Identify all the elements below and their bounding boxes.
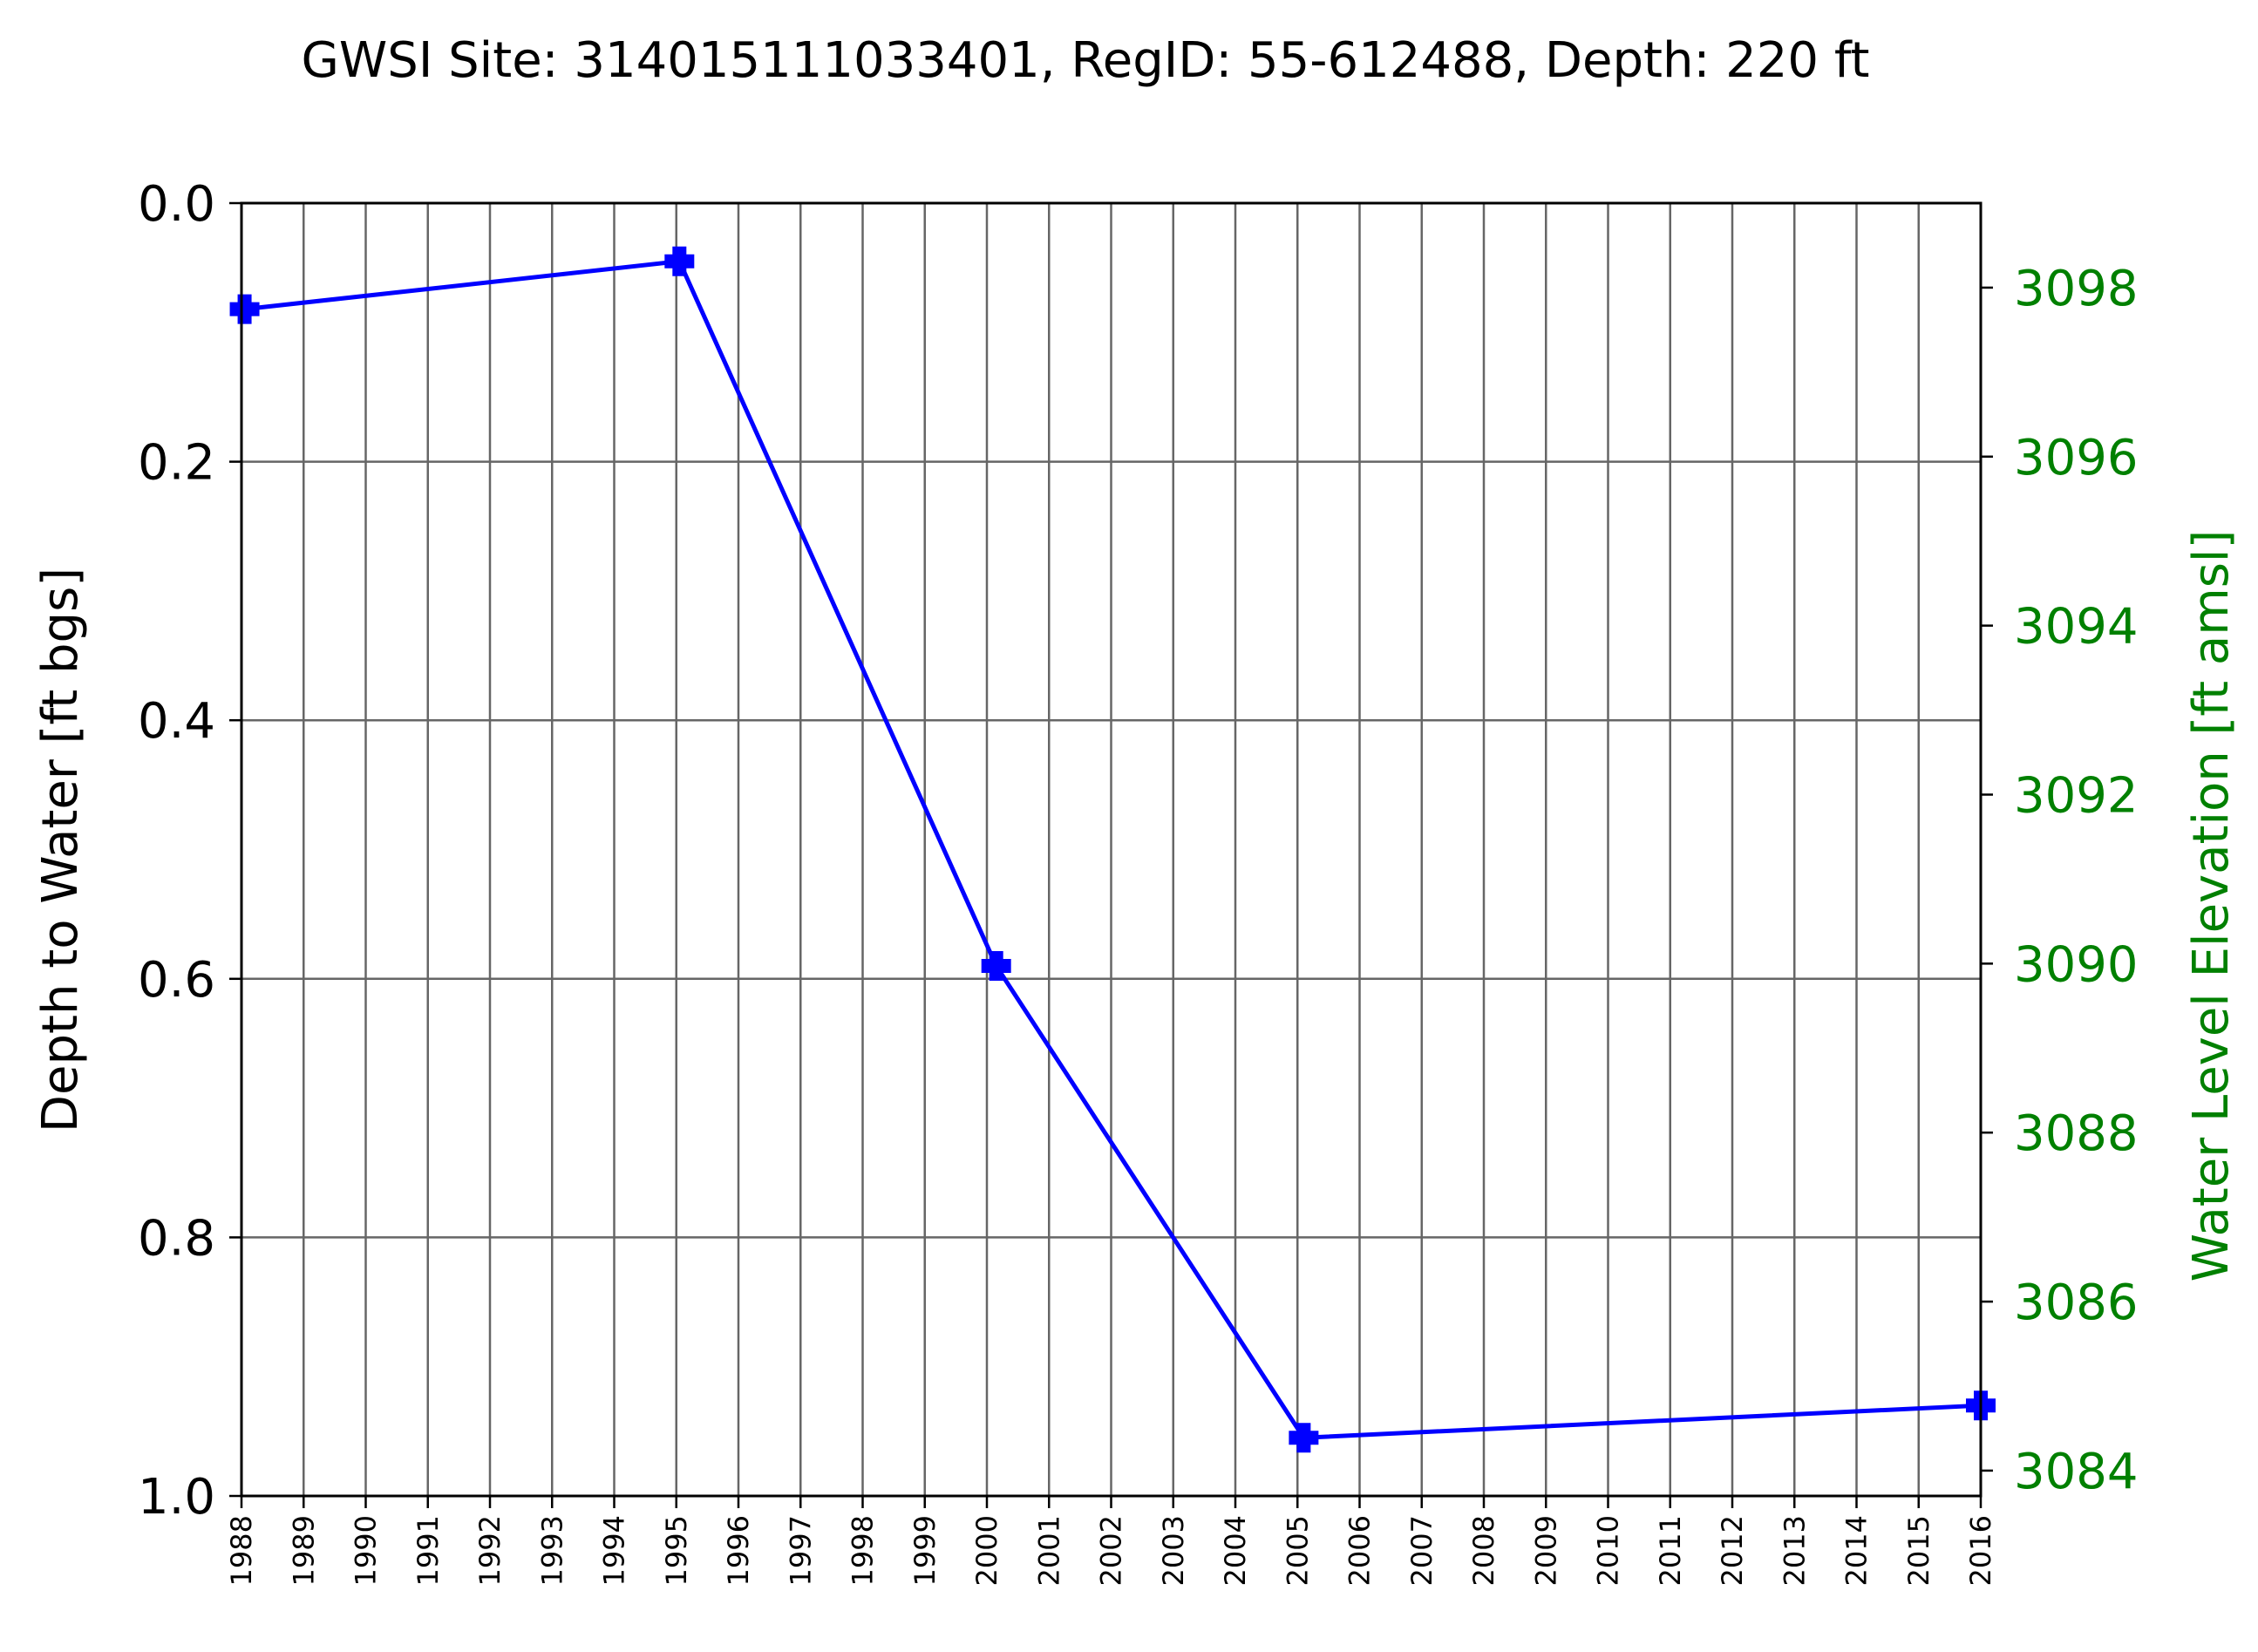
y2-tick-label: 3086 [2014, 1275, 2139, 1331]
x-tick-label: 2003 [1157, 1515, 1190, 1586]
x-tick-label: 1995 [660, 1515, 693, 1586]
y2-tick-label: 3094 [2014, 599, 2139, 656]
y-tick-label: 0.2 [138, 435, 215, 492]
y-axis-label: Depth to Water [ft bgs] [32, 568, 89, 1132]
y-tick-label: 0.6 [138, 952, 215, 1009]
x-tick-label: 1999 [908, 1515, 942, 1586]
x-tick-label: 1988 [225, 1515, 258, 1586]
y2-axis-label: Water Level Elevation [ft amsl] [2183, 530, 2240, 1282]
x-tick-label: 2009 [1529, 1515, 1562, 1586]
x-tick-label: 1997 [784, 1515, 817, 1586]
x-tick-label: 2005 [1281, 1515, 1314, 1586]
x-tick-label: 2002 [1095, 1515, 1128, 1586]
x-tick-label: 2015 [1902, 1515, 1935, 1586]
y2-tick-label: 3084 [2014, 1444, 2139, 1500]
x-tick-label: 1991 [411, 1515, 445, 1586]
chart-title: GWSI Site: 314015111033401, RegID: 55-61… [302, 32, 1870, 89]
x-tick-label: 2001 [1032, 1515, 1065, 1586]
data-point [981, 950, 1011, 981]
x-axis-ticks: 1988 1989 1990 1991 1992 1993 1994 1995 1996 1997… [225, 1496, 1997, 1586]
x-tick-label: 2000 [970, 1515, 1003, 1586]
x-tick-label: 2006 [1343, 1515, 1377, 1586]
data-point [1289, 1423, 1319, 1453]
x-tick-label: 1993 [535, 1515, 568, 1586]
y-tick-label: 0.0 [138, 176, 215, 233]
y-axis-ticks: 0.0 0.2 0.4 0.6 0.8 1.0 [138, 176, 241, 1526]
x-tick-label: 2016 [1964, 1515, 1997, 1586]
grid-lines [240, 201, 1983, 1498]
y-tick-label: 1.0 [138, 1469, 215, 1526]
series-line [244, 259, 1982, 1440]
y2-tick-label: 3088 [2014, 1105, 2139, 1162]
plot-frame [240, 201, 1983, 1498]
x-tick-label: 2010 [1592, 1515, 1625, 1586]
y2-tick-label: 3092 [2014, 767, 2139, 824]
data-point [664, 246, 695, 276]
y-tick-label: 0.8 [138, 1210, 215, 1267]
x-tick-label: 2013 [1778, 1515, 1811, 1586]
y2-tick-label: 3098 [2014, 261, 2139, 317]
x-tick-label: 1998 [847, 1515, 880, 1586]
x-tick-label: 1990 [350, 1515, 383, 1586]
y2-tick-label: 3090 [2014, 936, 2139, 993]
x-tick-label: 2008 [1467, 1515, 1500, 1586]
x-tick-label: 2012 [1716, 1515, 1749, 1586]
x-tick-label: 2004 [1219, 1515, 1252, 1586]
y-tick-label: 0.4 [138, 693, 215, 750]
x-tick-label: 2011 [1654, 1515, 1687, 1586]
x-tick-label: 1992 [473, 1515, 507, 1586]
y2-tick-label: 3096 [2014, 430, 2139, 486]
x-tick-label: 1989 [287, 1515, 320, 1586]
x-tick-label: 1994 [598, 1515, 631, 1586]
x-tick-label: 2007 [1405, 1515, 1438, 1586]
x-tick-label: 2014 [1840, 1515, 1874, 1586]
x-tick-label: 1996 [722, 1515, 755, 1586]
data-point [229, 294, 260, 324]
series-layer [229, 246, 1996, 1453]
y2-axis-ticks: 3098 3096 3094 3092 3090 3088 3086 3084 [1981, 261, 2139, 1500]
